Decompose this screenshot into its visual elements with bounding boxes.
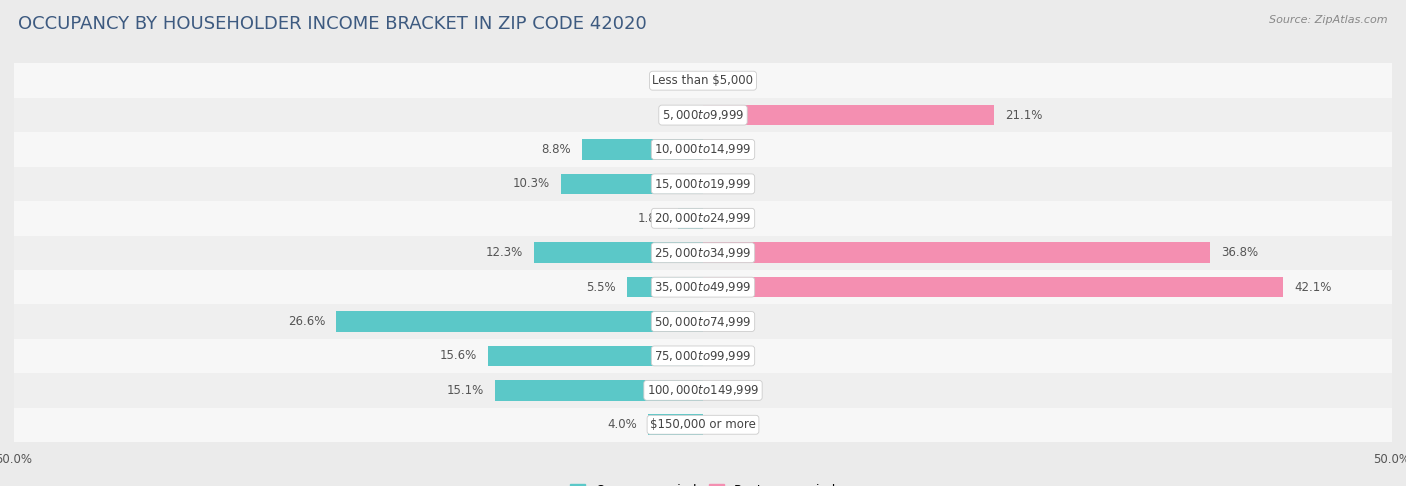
Text: 0.0%: 0.0% (714, 143, 744, 156)
Bar (14, 167, 1392, 201)
Text: Less than $5,000: Less than $5,000 (652, 74, 754, 87)
Text: 0.0%: 0.0% (662, 74, 692, 87)
Bar (336, 311, 703, 332)
Bar (582, 139, 703, 160)
Text: $35,000 to $49,999: $35,000 to $49,999 (654, 280, 752, 294)
Bar (488, 346, 703, 366)
Text: 15.1%: 15.1% (447, 384, 484, 397)
Text: Source: ZipAtlas.com: Source: ZipAtlas.com (1270, 15, 1388, 25)
Text: $15,000 to $19,999: $15,000 to $19,999 (654, 177, 752, 191)
Bar (14, 201, 1392, 236)
Text: 12.3%: 12.3% (485, 246, 523, 259)
Bar (14, 339, 1392, 373)
Text: $5,000 to $9,999: $5,000 to $9,999 (662, 108, 744, 122)
Text: $75,000 to $99,999: $75,000 to $99,999 (654, 349, 752, 363)
Text: 0.0%: 0.0% (714, 418, 744, 431)
Text: $150,000 or more: $150,000 or more (650, 418, 756, 431)
Text: 0.0%: 0.0% (714, 74, 744, 87)
Bar (627, 277, 703, 297)
Text: 5.5%: 5.5% (586, 280, 616, 294)
Text: 1.8%: 1.8% (637, 212, 668, 225)
Bar (533, 243, 703, 263)
Text: 0.0%: 0.0% (714, 315, 744, 328)
Bar (14, 132, 1392, 167)
Bar (648, 415, 703, 435)
Bar (703, 277, 1284, 297)
Bar (14, 373, 1392, 408)
Text: 8.8%: 8.8% (541, 143, 571, 156)
Text: 4.0%: 4.0% (607, 418, 637, 431)
Text: $20,000 to $24,999: $20,000 to $24,999 (654, 211, 752, 226)
Bar (495, 380, 703, 400)
Text: $25,000 to $34,999: $25,000 to $34,999 (654, 246, 752, 260)
Text: 10.3%: 10.3% (513, 177, 550, 191)
Text: 42.1%: 42.1% (1294, 280, 1331, 294)
Legend: Owner-occupied, Renter-occupied: Owner-occupied, Renter-occupied (565, 479, 841, 486)
Bar (14, 408, 1392, 442)
Text: $50,000 to $74,999: $50,000 to $74,999 (654, 314, 752, 329)
Bar (14, 98, 1392, 132)
Text: 0.0%: 0.0% (714, 212, 744, 225)
Bar (14, 236, 1392, 270)
Text: 15.6%: 15.6% (440, 349, 477, 363)
Bar (703, 105, 994, 125)
Bar (703, 243, 1211, 263)
Text: OCCUPANCY BY HOUSEHOLDER INCOME BRACKET IN ZIP CODE 42020: OCCUPANCY BY HOUSEHOLDER INCOME BRACKET … (18, 15, 647, 33)
Bar (14, 270, 1392, 304)
Text: $10,000 to $14,999: $10,000 to $14,999 (654, 142, 752, 156)
Text: 0.0%: 0.0% (714, 384, 744, 397)
Text: 0.0%: 0.0% (714, 177, 744, 191)
Text: 0.0%: 0.0% (714, 349, 744, 363)
Text: $100,000 to $149,999: $100,000 to $149,999 (647, 383, 759, 398)
Text: 26.6%: 26.6% (288, 315, 325, 328)
Text: 36.8%: 36.8% (1220, 246, 1258, 259)
Bar (14, 64, 1392, 98)
Bar (561, 174, 703, 194)
Text: 21.1%: 21.1% (1005, 108, 1042, 122)
Text: 0.0%: 0.0% (662, 108, 692, 122)
Bar (14, 304, 1392, 339)
Bar (678, 208, 703, 228)
